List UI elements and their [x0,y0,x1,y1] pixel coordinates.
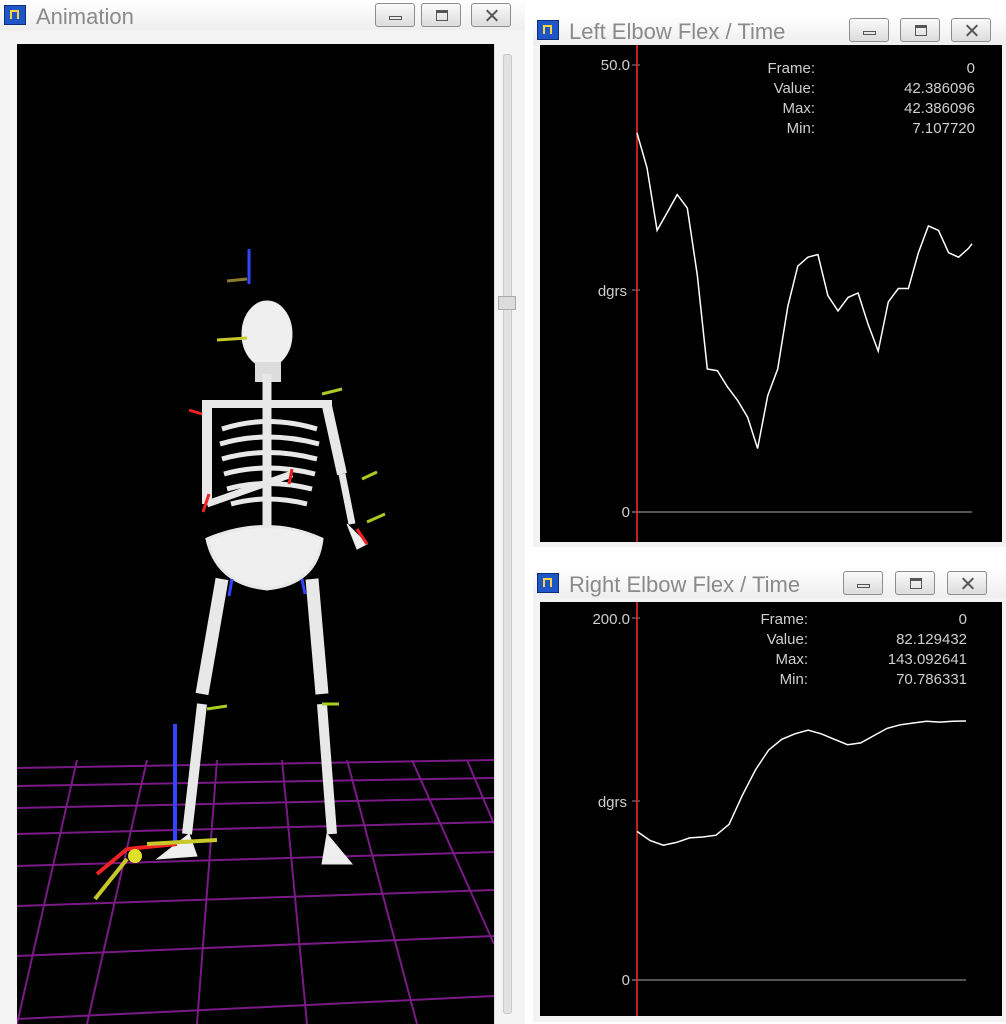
max-label: Max: [775,651,808,668]
skeleton-scene [17,249,494,1024]
right-elbow-title: Right Elbow Flex / Time [569,572,801,597]
minimize-button[interactable] [849,18,889,42]
y-max-label: 200.0 [592,611,630,628]
animation-titlebar[interactable]: Animation [0,0,525,30]
close-button[interactable] [471,3,511,27]
y-unit-label: dgrs [598,794,627,811]
left-elbow-window: Left Elbow Flex / Time 50.0 dgrs 0 Frame… [533,15,1006,547]
frame-label: Frame: [767,60,815,77]
min-value: 70.786331 [896,671,967,688]
left-elbow-plot[interactable]: 50.0 dgrs 0 Frame: 0 Value: 42.386096 Ma… [540,45,1002,542]
left-elbow-titlebar[interactable]: Left Elbow Flex / Time [533,15,1006,45]
series-line [636,132,973,449]
minimize-button[interactable] [843,571,883,595]
animation-window: Animation [0,0,525,1024]
y-zero-label: 0 [622,504,630,521]
close-icon [472,4,510,26]
app-icon [537,573,559,593]
minimize-button[interactable] [375,3,415,27]
value-value: 42.386096 [904,80,975,97]
right-elbow-titlebar[interactable]: Right Elbow Flex / Time [533,568,1006,598]
max-value: 42.386096 [904,100,975,117]
maximize-button[interactable] [900,18,940,42]
value-label: Value: [767,631,808,648]
right-elbow-plot[interactable]: 200.0 dgrs 0 Frame: 0 Value: 82.129432 M… [540,602,1002,1016]
scroll-track[interactable] [503,54,512,1014]
floor-grid [17,759,494,1024]
y-unit-label: dgrs [598,283,627,300]
close-icon [952,19,990,41]
max-label: Max: [782,100,815,117]
y-max-label: 50.0 [601,57,630,74]
frame-value: 0 [959,611,967,628]
close-icon [948,572,986,594]
app-icon [4,5,26,25]
close-button[interactable] [951,18,991,42]
marker-arrows [188,249,386,711]
y-zero-label: 0 [622,972,630,989]
animation-title: Animation [36,4,134,29]
min-label: Min: [780,671,808,688]
series-line [636,720,967,846]
minimize-icon [844,572,882,594]
animation-scrollbar[interactable] [494,44,520,1024]
minimize-icon [376,4,414,26]
maximize-icon [422,4,460,26]
3d-viewport[interactable] [17,44,494,1024]
maximize-button[interactable] [421,3,461,27]
minimize-icon [850,19,888,41]
frame-label: Frame: [760,611,808,628]
skeleton [155,300,368,865]
right-elbow-window: Right Elbow Flex / Time 200.0 dgrs 0 Fra… [533,568,1006,1022]
min-label: Min: [787,120,815,137]
app-icon [537,20,559,40]
left-elbow-title: Left Elbow Flex / Time [569,19,786,44]
frame-value: 0 [967,60,975,77]
value-label: Value: [774,80,815,97]
close-button[interactable] [947,571,987,595]
maximize-icon [896,572,934,594]
maximize-icon [901,19,939,41]
value-value: 82.129432 [896,631,967,648]
min-value: 7.107720 [912,120,975,137]
max-value: 143.092641 [888,651,967,668]
scroll-thumb[interactable] [498,296,516,310]
maximize-button[interactable] [895,571,935,595]
origin-axes [93,724,218,901]
